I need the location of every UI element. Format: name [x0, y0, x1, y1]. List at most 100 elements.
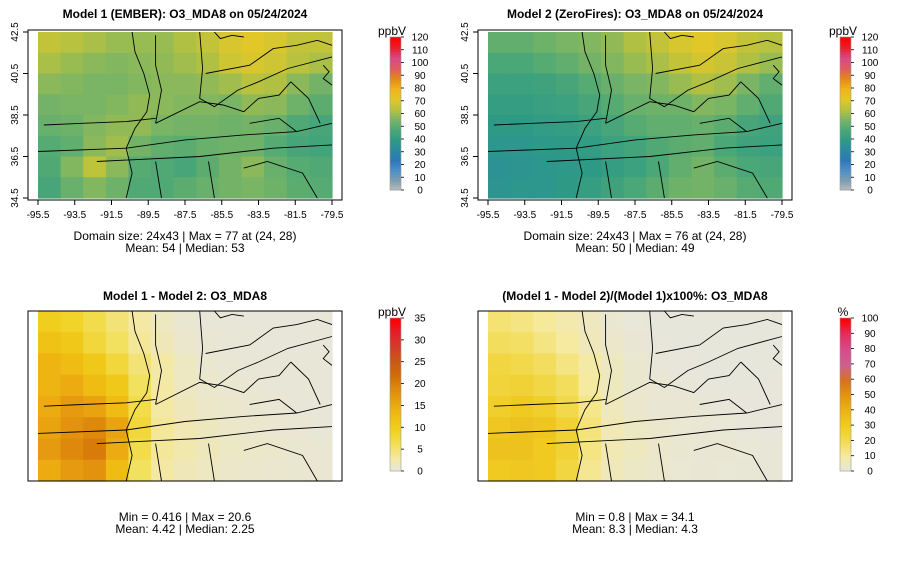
legend-swatch [390, 348, 401, 352]
heatmap-cell [60, 32, 84, 54]
heatmap-cell [623, 459, 647, 482]
heatmap-cell [691, 52, 715, 75]
legend-swatch [840, 412, 851, 416]
legend-swatch [390, 93, 401, 97]
state-border [772, 64, 783, 86]
heatmap-cell [173, 374, 197, 397]
legend-unit: % [838, 305, 849, 319]
legend-swatch [390, 353, 401, 357]
state-border [96, 144, 333, 162]
heatmap-cell [83, 459, 107, 482]
heatmap-cell [38, 311, 62, 333]
heatmap-cell [196, 353, 220, 376]
heatmap-cell [533, 417, 557, 440]
heatmap-cell [128, 156, 152, 178]
heatmap-cell [264, 438, 288, 461]
legend-swatch [390, 128, 401, 132]
x-tick-label: -95.5 [27, 210, 50, 221]
heatmap-cell [601, 115, 625, 137]
heatmap-cell [196, 135, 220, 158]
y-tick-label: 40.5 [460, 63, 471, 83]
heatmap-cell [309, 135, 333, 158]
heatmap-cell [646, 156, 670, 178]
heatmap-cell [264, 73, 288, 95]
legend-swatch [390, 103, 401, 107]
heatmap-cell [736, 177, 760, 199]
legend-swatch [840, 465, 851, 469]
x-tick-label: -93.5 [513, 210, 536, 221]
heatmap-cell [510, 73, 534, 95]
heatmap-cell [714, 135, 738, 158]
state-border [37, 147, 127, 152]
legend-swatch [840, 381, 851, 385]
heatmap-cell [533, 396, 557, 418]
heatmap-cell [241, 438, 265, 461]
state-border [208, 443, 215, 482]
heatmap-cell [286, 32, 310, 54]
legend-swatch [840, 164, 851, 168]
legend-tick-label: 25 [414, 357, 426, 368]
heatmap-cell [38, 332, 62, 355]
heatmap-cell [38, 94, 62, 116]
y-tick-label: 42.5 [460, 22, 471, 42]
heatmap-cell [286, 438, 310, 461]
legend-swatch [390, 70, 401, 74]
state-border [546, 426, 783, 445]
heatmap-cell [668, 311, 693, 333]
legend-swatch [390, 62, 401, 66]
legend-swatch [390, 376, 401, 380]
heatmap-cell [264, 417, 288, 440]
x-tick-label: -91.5 [550, 210, 573, 221]
heatmap-cell [151, 32, 175, 54]
legend-swatch [840, 394, 851, 398]
legend-swatch [390, 450, 401, 454]
legend-swatch [390, 39, 401, 43]
heatmap-cell [668, 73, 693, 95]
heatmap-cell [646, 459, 670, 482]
x-tick-label: -83.5 [247, 210, 270, 221]
heatmap-cell [488, 52, 512, 75]
heatmap-cell [105, 459, 130, 482]
heatmap-cell [623, 332, 647, 355]
legend-swatch [840, 420, 851, 424]
legend-swatch [840, 386, 851, 390]
legend-swatch [390, 323, 401, 327]
heatmap-cell [714, 417, 738, 440]
heatmap-cell [151, 396, 175, 418]
heatmap-cell [601, 73, 625, 95]
heatmap-cell [555, 459, 580, 482]
legend-swatch [390, 149, 401, 153]
legend-swatch [390, 425, 401, 429]
legend-swatch [840, 54, 851, 58]
heatmap-cells [28, 311, 342, 482]
heatmap-cell [623, 311, 647, 333]
legend-swatch [390, 177, 401, 181]
state-border [322, 64, 333, 86]
heatmap-cell [60, 417, 84, 440]
panel-title: Model 2 (ZeroFires): O3_MDA8 on 05/24/20… [507, 7, 763, 21]
legend-swatch [390, 182, 401, 186]
legend-swatch [390, 90, 401, 94]
legend-swatch [840, 363, 851, 367]
legend-tick-label: 80 [414, 84, 426, 95]
legend-swatch [390, 389, 401, 393]
heatmap-cell [60, 177, 84, 199]
legend-swatch [840, 167, 851, 171]
legend-swatch [390, 57, 401, 61]
heatmap-cell [83, 156, 107, 178]
heatmap-cell [759, 353, 783, 376]
legend-swatch [390, 80, 401, 84]
y-tick-label: 38.5 [460, 105, 471, 125]
legend-swatch [390, 146, 401, 150]
state-border [575, 310, 601, 482]
heatmap-cell [533, 52, 557, 75]
heatmap-cell [218, 115, 243, 137]
heatmap-cell [196, 73, 220, 95]
heatmap-cell [714, 73, 738, 95]
stats-line2: Mean: 8.3 | Median: 4.3 [572, 522, 698, 536]
heatmap-cell [668, 459, 693, 482]
heatmap-cell [601, 311, 625, 333]
state-border [125, 31, 151, 199]
legend-swatch [390, 363, 401, 367]
heatmap-cell [151, 115, 175, 137]
